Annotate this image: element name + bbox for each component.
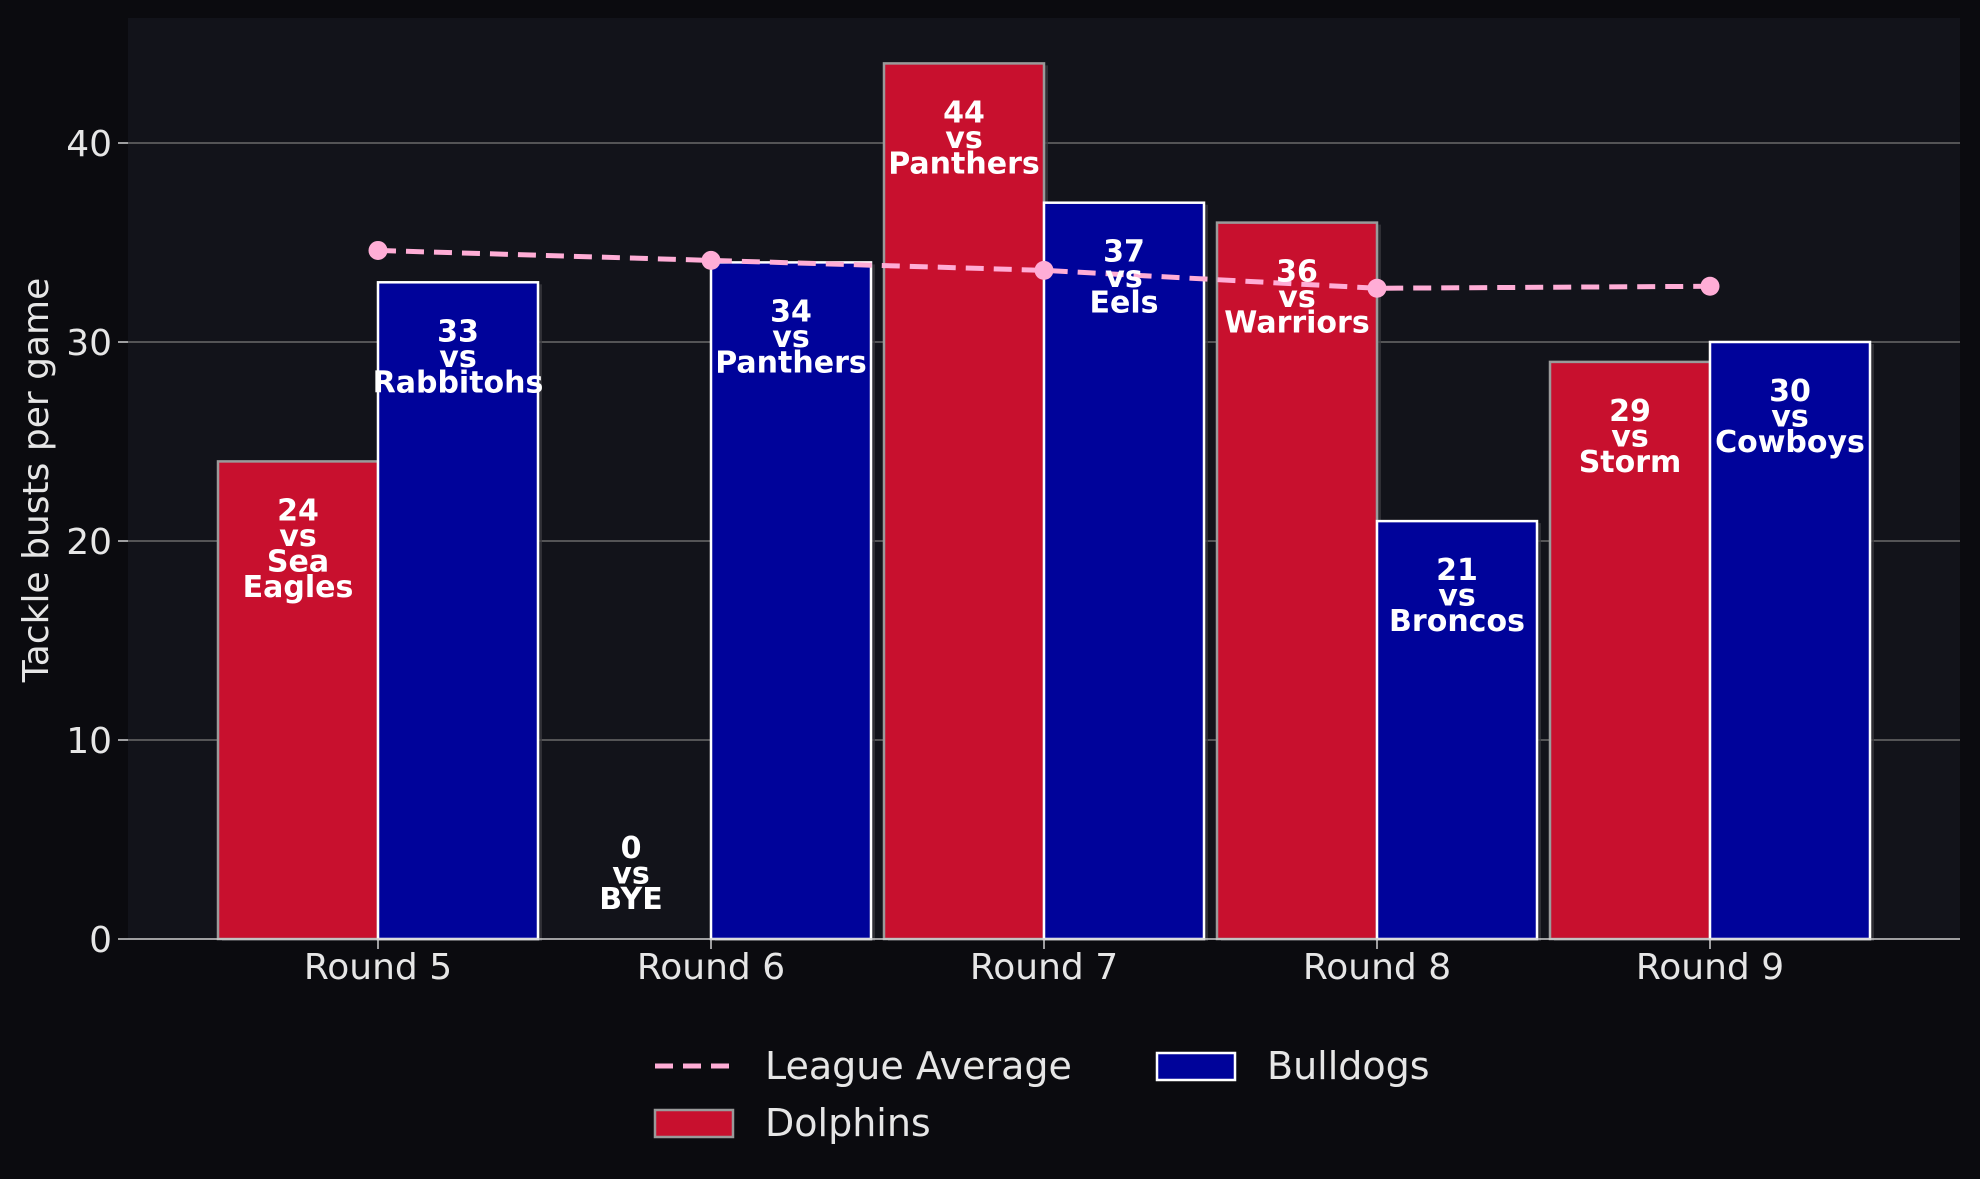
bar-label-line: 37 xyxy=(1103,235,1145,270)
bar-label-line: vs xyxy=(439,340,476,375)
x-tick-label: Round 9 xyxy=(1636,947,1784,988)
bar-dolphins-round-8 xyxy=(1215,221,1379,941)
bar-label-line: BYE xyxy=(599,882,662,917)
bar-label-line: 29 xyxy=(1609,394,1651,429)
bar-bulldogs-round-6 xyxy=(709,261,873,941)
bar-dolphins-round-9 xyxy=(1548,360,1712,941)
bar-label-line: Warriors xyxy=(1224,306,1369,341)
bar-bulldogs-round-9 xyxy=(1708,340,1872,941)
league-average-point xyxy=(1700,276,1720,296)
league-average-line xyxy=(368,240,1720,298)
bar-label-line: vs xyxy=(279,519,316,554)
bar-dolphins-round-5 xyxy=(216,460,380,941)
bar-label-line: Panthers xyxy=(888,146,1039,181)
x-tick-label: Round 6 xyxy=(637,947,785,988)
bar-label-line: 21 xyxy=(1436,553,1478,588)
bar-labels: 24vsSeaEagles33vsRabbitohs0vsBYE34vsPant… xyxy=(243,95,1865,917)
legend-swatch-bar xyxy=(1155,1051,1237,1082)
bar-label-line: 44 xyxy=(943,95,985,130)
bar-label-line: vs xyxy=(945,121,982,156)
bar-label-line: Broncos xyxy=(1389,604,1525,639)
bar-bulldogs-round-7 xyxy=(1042,201,1206,941)
bar-dolphins-round-7 xyxy=(882,62,1046,941)
legend-swatch-bar xyxy=(653,1108,735,1139)
bar-label-line: vs xyxy=(772,320,809,355)
league-average-point xyxy=(368,240,388,260)
y-tick-label: 10 xyxy=(66,721,112,762)
bar-label-line: Eagles xyxy=(243,570,354,605)
bar-label-line: 0 xyxy=(621,831,642,866)
bar-label-line: 34 xyxy=(770,294,812,329)
league-average-point xyxy=(1034,260,1054,280)
axes: 0 10 20 30 40 Round 5 Round 6 Round 7 Round 8 Rou… xyxy=(66,124,1960,988)
bar-label-line: Storm xyxy=(1579,445,1682,480)
bar-label-line: vs xyxy=(1438,579,1475,614)
y-tick-label: 0 xyxy=(89,920,112,961)
bar-label-line: 33 xyxy=(437,314,479,349)
bar-label-line: 24 xyxy=(277,493,319,528)
bar-label-line: vs xyxy=(1278,280,1315,315)
bar-label-line: vs xyxy=(1105,260,1142,295)
bar-label-line: 30 xyxy=(1769,374,1811,409)
legend-label: Dolphins xyxy=(765,1101,931,1145)
y-axis-title: Tackle busts per game xyxy=(16,278,57,683)
bar-label-line: Panthers xyxy=(715,345,866,380)
x-tick-label: Round 7 xyxy=(970,947,1118,988)
y-tick-label: 20 xyxy=(66,522,112,563)
legend-label: League Average xyxy=(765,1044,1072,1088)
x-tick-label: Round 8 xyxy=(1303,947,1451,988)
bar-label-line: 36 xyxy=(1276,255,1318,290)
bar-label-line: vs xyxy=(1611,419,1648,454)
bar-label-line: Cowboys xyxy=(1715,425,1865,460)
legend-item-league-average: League Average xyxy=(655,1044,1072,1088)
y-tick-label: 30 xyxy=(66,323,112,364)
bar-label-line: Sea xyxy=(267,544,329,579)
x-tick-label: Round 5 xyxy=(304,947,452,988)
legend-label: Bulldogs xyxy=(1267,1044,1430,1088)
league-average-point xyxy=(1367,278,1387,298)
bar-label-line: Rabbitohs xyxy=(373,365,544,400)
legend-item-bulldogs: Bulldogs xyxy=(1155,1044,1430,1088)
league-average-point xyxy=(701,250,721,270)
legend-item-dolphins: Dolphins xyxy=(653,1101,931,1145)
bars xyxy=(216,62,1874,942)
y-tick-label: 40 xyxy=(66,124,112,165)
bar-label-line: vs xyxy=(1771,400,1808,435)
legend: League Average Dolphins Bulldogs xyxy=(653,1044,1430,1145)
bar-label-line: vs xyxy=(612,857,649,892)
bar-label-line: Eels xyxy=(1090,286,1159,321)
bar-bulldogs-round-8 xyxy=(1375,519,1539,941)
